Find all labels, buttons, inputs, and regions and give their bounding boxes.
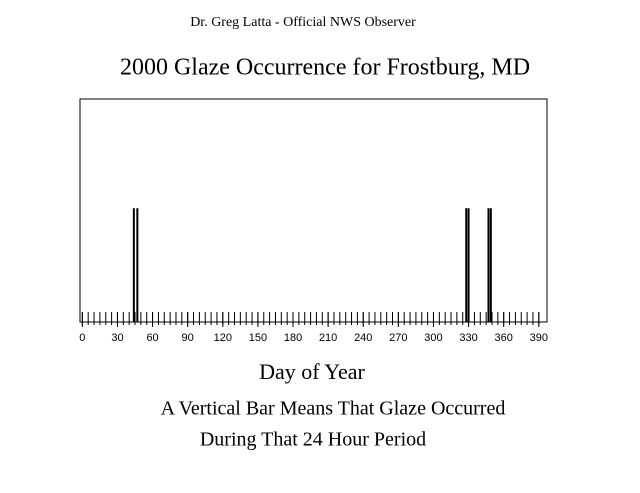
- x-tick-label: 150: [249, 332, 267, 344]
- x-tick-label: 120: [214, 332, 232, 344]
- x-tick-label: 30: [111, 332, 123, 344]
- x-axis-label: Day of Year: [259, 359, 365, 384]
- x-tick-label: 210: [319, 332, 337, 344]
- annotation: A Vertical Bar Means That Glaze Occurred: [161, 398, 506, 420]
- bar: [136, 208, 139, 322]
- x-tick-label: 390: [530, 332, 548, 344]
- x-tick-label: 60: [146, 332, 158, 344]
- x-tick-label: 240: [354, 332, 372, 344]
- x-tick-label: 300: [424, 332, 442, 344]
- x-tick-label: 90: [182, 332, 194, 344]
- chart-title: 2000 Glaze Occurrence for Frostburg, MD: [120, 55, 530, 81]
- bar: [465, 208, 468, 322]
- header: Dr. Greg Latta - Official NWS Observer: [190, 15, 416, 30]
- bar: [467, 208, 470, 322]
- x-tick-label: 360: [495, 332, 513, 344]
- bar: [132, 208, 135, 322]
- bar: [487, 208, 490, 322]
- bar: [489, 208, 492, 322]
- x-tick-label: 180: [284, 332, 302, 344]
- x-tick-label: 330: [459, 332, 477, 344]
- x-tick-label: 270: [389, 332, 407, 344]
- annotation: During That 24 Hour Period: [200, 429, 426, 451]
- x-tick-label: 0: [79, 332, 85, 344]
- plot-frame: [79, 98, 548, 323]
